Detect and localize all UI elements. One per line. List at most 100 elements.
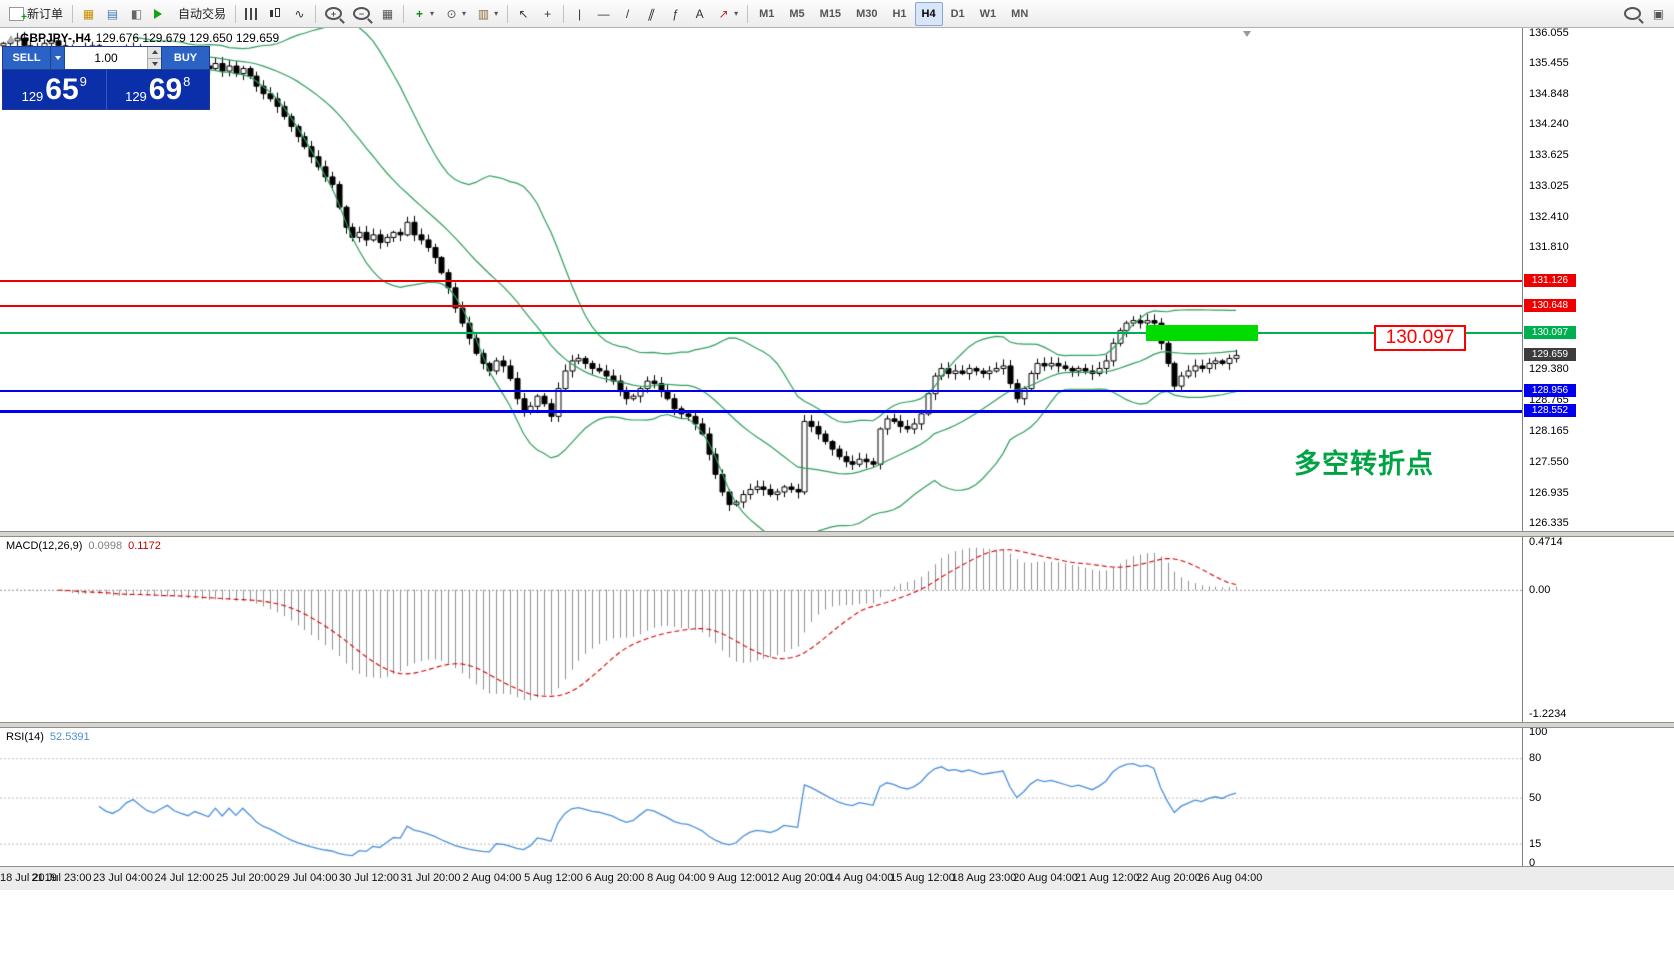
volume-increase-button[interactable] [148,47,161,58]
price-level-tag: 128.552 [1524,404,1576,418]
highlight-box[interactable] [1146,325,1258,342]
toolbar-separator [747,4,749,23]
toolbar-separator [72,4,74,23]
price-scale[interactable]: 136.055 135.455 134.848 134.240 133.625 133.0… [1522,27,1674,869]
timeframe-d1-button[interactable]: D1 [944,2,972,26]
timeframe-mn-button-label: MN [1011,7,1029,20]
rsi-scale-label: 80 [1529,752,1542,765]
tile-windows-button[interactable]: ▦ [376,2,399,26]
crosshair-button[interactable]: + [536,2,559,26]
periods-button[interactable]: ⊙ ▾ [440,2,471,26]
autotrading-icon [154,8,175,19]
price-level-line[interactable] [0,332,1522,335]
time-axis-label: 29 Jul 04:00 [277,872,338,884]
chevron-up-icon [151,50,158,55]
time-axis-label: 30 Jul 12:00 [339,872,399,884]
price-scale-label: 135.455 [1529,57,1569,70]
channel-icon: ∥ [646,6,657,21]
window-separator[interactable] [0,531,1674,537]
turning-point-annotation[interactable]: 多空转折点 [1294,449,1434,479]
timeframe-m5-button-label: M5 [789,7,805,20]
crosshair-icon: + [544,6,552,21]
symbol-period-label: GBPJPY-,H4 [20,31,91,45]
ohlc-quotes: 129.676 129.679 129.650 129.659 [95,31,280,45]
time-axis-label: 24 Jul 12:00 [154,872,215,884]
timeframe-mn-button[interactable]: MN [1004,2,1035,26]
macd-canvas[interactable] [0,537,1522,722]
sell-button[interactable]: SELL [3,47,51,69]
macd-scale-label: -1.2234 [1529,708,1567,721]
trendline-button[interactable]: / [616,2,639,26]
price-level-tag: 128.956 [1524,383,1576,397]
time-axis-label: 31 Jul 20:00 [400,872,461,884]
price-level-tag: 130.097 [1524,326,1576,340]
price-level-line[interactable] [0,280,1522,283]
bar-chart-button[interactable] [240,2,263,26]
fibonacci-button[interactable]: ƒ [664,2,687,26]
cursor-icon: ↖ [518,6,529,21]
new-order-button[interactable]: 新订单 [4,2,68,26]
price-chart-canvas[interactable] [0,28,1522,531]
chart-overlay [0,28,1522,531]
buy-button[interactable]: BUY [161,47,209,69]
sell-price-sup: 9 [79,74,87,89]
candlestick-chart-button[interactable] [264,2,287,26]
timeframe-w1-button[interactable]: W1 [973,2,1004,26]
rsi-header: RSI(14) 52.5391 [6,731,90,743]
time-axis-label: 8 Aug 04:00 [647,872,706,884]
new-order-button-label: 新订单 [27,7,64,21]
templates-button[interactable]: ▥ ▾ [472,2,503,26]
vertical-line-button[interactable]: | [568,2,591,26]
timeframe-h1-button[interactable]: H1 [885,2,913,26]
arrows-button[interactable]: ↗ ▾ [712,2,743,26]
line-chart-button[interactable]: ∿ [288,2,311,26]
zoom-in-button[interactable]: + [320,2,347,26]
price-scale-label: 128.165 [1529,424,1569,437]
chevron-down-icon: ▾ [494,9,499,18]
timeframe-m30-button[interactable]: M30 [849,2,884,26]
window-separator[interactable] [0,722,1674,728]
toolbar-separator [315,4,317,23]
volume-stepper [147,47,161,69]
price-level-line[interactable] [0,389,1522,392]
volume-decrease-button[interactable] [148,57,161,69]
cursor-button[interactable]: ↖ [512,2,535,26]
chevron-down-icon: ▾ [462,9,467,18]
text-button[interactable]: A [688,2,711,26]
time-axis[interactable]: 18 Jul 2019 21 Jul 23:00 23 Jul 04:00 24 Ju… [0,866,1674,890]
timeframe-m5-button[interactable]: M5 [782,2,811,26]
candlestick-icon [269,7,282,20]
time-axis-label: 5 Aug 12:00 [524,872,583,884]
market-watch-button[interactable]: ▦ [77,2,100,26]
autotrading-button[interactable]: 自动交易 [149,2,231,26]
sell-price-button[interactable]: 129 65 9 [3,70,106,110]
chart-shift-marker-icon[interactable] [1243,31,1251,37]
trade-panel-top-row: SELL 1.00 BUY [3,47,209,69]
navigator-button[interactable]: ◧ [125,2,148,26]
timeframe-h4-button[interactable]: H4 [914,1,943,26]
rsi-canvas[interactable] [0,728,1522,866]
macd-main-value: 0.0998 [88,540,123,552]
time-axis-label: 21 Aug 12:00 [1074,872,1140,884]
price-scale-label: 133.025 [1529,179,1569,192]
buy-price-button[interactable]: 129 69 8 [107,70,210,110]
price-callout-label[interactable]: 130.097 [1374,325,1466,351]
zoom-in-icon: + [325,7,343,20]
search-button[interactable] [1619,2,1646,26]
sell-options-dropdown[interactable] [51,47,65,69]
indicators-button[interactable]: + ▾ [408,2,439,26]
price-level-line[interactable] [0,304,1522,307]
volume-input[interactable]: 1.00 [94,51,118,65]
channel-button[interactable]: ∥ [640,2,663,26]
macd-scale-label: 0.4714 [1529,535,1563,548]
timeframe-m1-button[interactable]: M1 [752,2,781,26]
timeframe-h1-button-label: H1 [892,7,907,20]
sell-price-small: 129 [21,89,44,104]
sell-price-big: 65 [45,73,79,106]
timeframe-m15-button[interactable]: M15 [813,2,848,26]
new-window-button[interactable]: ▣ [1647,2,1670,26]
zoom-out-button[interactable]: − [348,2,375,26]
price-level-line[interactable] [0,409,1522,413]
horizontal-line-button[interactable]: — [592,2,615,26]
data-window-button[interactable]: ▤ [101,2,124,26]
